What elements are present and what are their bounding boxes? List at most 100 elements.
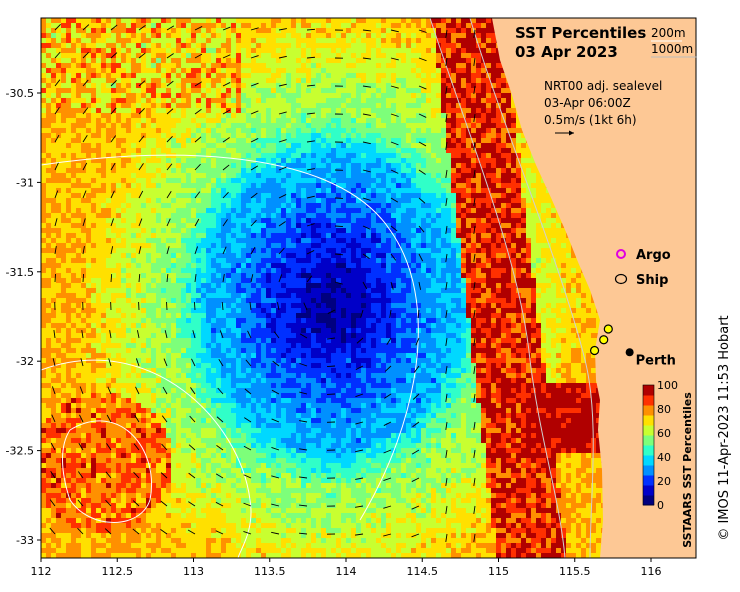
current-vector [160, 472, 168, 479]
current-vector [445, 253, 448, 262]
current-vector [217, 387, 224, 395]
current-vector [473, 169, 476, 178]
current-vector [54, 162, 59, 171]
current-vector [445, 393, 448, 402]
current-vector [194, 163, 201, 171]
current-vector [194, 191, 201, 199]
current-vector [104, 528, 112, 535]
current-vector [445, 197, 448, 206]
x-tick-label: 114 [336, 565, 357, 578]
current-vector [77, 527, 84, 535]
current-vector [473, 29, 476, 38]
colorbar-segment [643, 405, 654, 416]
place-markers: Perth [625, 348, 676, 368]
current-vector [390, 29, 399, 33]
current-vector [192, 330, 196, 339]
current-vector [390, 197, 399, 203]
current-vector [110, 24, 118, 31]
current-vector [245, 359, 252, 367]
current-vector [222, 109, 231, 115]
current-vector [222, 274, 225, 283]
current-vector [106, 443, 112, 451]
current-vector [362, 85, 371, 88]
current-vector [194, 274, 197, 283]
current-vector [250, 55, 259, 59]
current-vector [54, 134, 60, 143]
current-vector [244, 388, 252, 395]
current-vector [187, 529, 196, 535]
y-tick-label: -31 [16, 176, 34, 189]
current-vector [166, 218, 171, 227]
current-vector [411, 449, 420, 455]
current-vector [278, 111, 287, 115]
colorbar-tick-label: 100 [657, 379, 678, 392]
current-vector [133, 471, 140, 479]
current-vector [138, 273, 141, 283]
current-vector [445, 477, 448, 486]
current-vector [105, 499, 112, 507]
current-vector [82, 162, 88, 171]
current-vector [411, 533, 420, 538]
current-vector [473, 281, 476, 290]
current-vector [272, 360, 280, 367]
current-vector [473, 309, 476, 318]
current-vector [244, 417, 252, 423]
current-vector [445, 85, 448, 94]
current-vector [306, 140, 315, 143]
current-vector [278, 55, 287, 59]
current-vector [54, 79, 61, 87]
current-vector [473, 337, 476, 346]
current-vector [473, 197, 476, 206]
current-vector [138, 246, 142, 255]
current-vector [355, 449, 364, 453]
current-vector [386, 337, 392, 346]
current-vector [250, 246, 256, 255]
current-vector [390, 225, 398, 232]
current-vector [445, 141, 448, 150]
current-vector [216, 416, 224, 423]
current-vector [109, 330, 112, 339]
current-vector [306, 56, 316, 59]
current-vector [445, 337, 448, 346]
current-vector [190, 387, 196, 395]
current-vector [306, 84, 316, 87]
current-vector [473, 85, 476, 94]
current-vector [390, 85, 399, 89]
current-vector [222, 137, 230, 143]
current-vector [82, 246, 85, 255]
colorbar-segment [643, 475, 654, 486]
x-tick-label: 112 [31, 565, 52, 578]
current-vector [54, 190, 59, 199]
current-vector [299, 448, 308, 451]
colorbar-tick-label: 80 [657, 403, 671, 416]
current-vector [362, 113, 371, 116]
ship-marker [589, 345, 600, 356]
current-vector [250, 219, 257, 227]
current-vector [160, 529, 168, 535]
current-vector [390, 113, 399, 117]
current-vector [473, 421, 476, 430]
current-vector [215, 473, 224, 479]
current-vector [77, 471, 84, 479]
current-vector [82, 218, 86, 227]
current-vector [166, 135, 173, 143]
current-vector [250, 274, 254, 283]
current-vector [110, 190, 115, 199]
current-vector [306, 275, 313, 283]
current-vector [362, 169, 371, 173]
current-vector [473, 393, 476, 402]
argo-legend-label: Argo [636, 248, 671, 263]
current-vector [418, 85, 427, 90]
colorbar: 100 80 60 40 20 0 [642, 379, 678, 512]
current-vector [278, 139, 287, 143]
current-vector [49, 499, 56, 507]
current-vector [299, 333, 308, 339]
current-vector [216, 444, 224, 451]
x-tick-label: 116 [641, 565, 662, 578]
contour-legend-200m: 200m [651, 26, 686, 40]
plot-frame [40, 17, 697, 559]
colorbar-segment [643, 465, 654, 476]
current-vector [250, 165, 259, 171]
current-vector [418, 281, 422, 290]
current-vector [271, 475, 280, 479]
